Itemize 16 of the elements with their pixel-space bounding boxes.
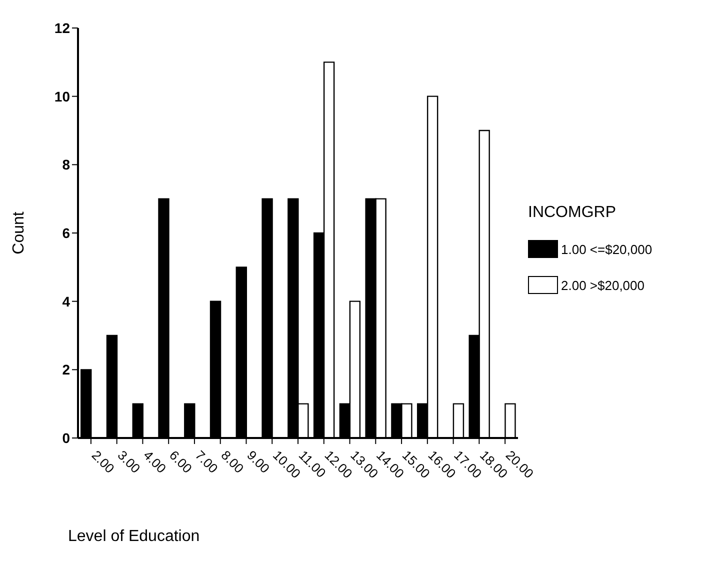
y-tick-label: 0 (62, 430, 70, 446)
x-axis-title: Level of Education (68, 528, 200, 546)
y-tick-label: 4 (62, 293, 70, 310)
legend-label: 1.00 <=$20,000 (561, 242, 652, 256)
y-tick-label: 10 (54, 88, 70, 104)
y-tick-label: 12 (54, 20, 70, 36)
x-tick-label: 9.00 (244, 448, 273, 476)
legend-title: INCOMGRP (528, 204, 617, 222)
y-tick-label: 8 (62, 156, 70, 173)
x-tick-label: 8.00 (218, 448, 247, 476)
legend-label: 2.00 >$20,000 (561, 278, 644, 292)
x-tick-label: 3.00 (114, 448, 144, 476)
y-axis-title: Count (10, 211, 28, 254)
y-tick-label: 6 (62, 224, 70, 241)
x-tick-label: 2.00 (88, 448, 118, 476)
y-tick-label: 2 (62, 362, 70, 378)
